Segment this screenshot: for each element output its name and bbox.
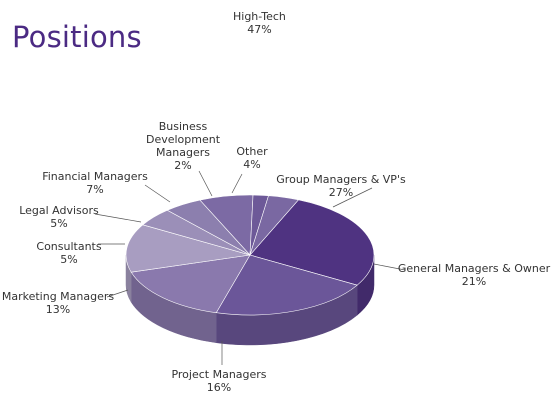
pie-top [125, 194, 375, 316]
slice-label-3: Marketing Managers 13% [2, 290, 115, 316]
high-tech-label: High-Tech 47% [233, 10, 286, 36]
pie-slice-1 [215, 254, 358, 316]
leader-line-7 [198, 170, 213, 197]
leader-line-6 [144, 184, 171, 203]
slice-label-8: Other 4% [236, 145, 268, 171]
leader-line-5 [94, 213, 142, 223]
slice-labels: Group Managers & VP's 27% General Managers… [2, 120, 551, 394]
high-tech-value: 47% [247, 23, 272, 36]
slice-label-2: Project Managers 16% [171, 368, 266, 394]
slice-label-0: Group Managers & VP's 27% [276, 173, 406, 199]
slice-label-1: General Managers & Owner 21% [398, 262, 551, 288]
high-tech-name: High-Tech [233, 10, 286, 23]
pie-slice-3 [125, 224, 251, 273]
page-title: Positions [12, 20, 142, 54]
slice-label-7: Business Development Managers 2% [146, 120, 221, 172]
slice-label-4: Consultants 5% [36, 240, 101, 266]
pie-slice-2 [130, 254, 251, 314]
leader-line-1 [373, 263, 406, 271]
pie-slice-8 [249, 195, 300, 256]
pie-slice-0 [249, 199, 375, 286]
leader-line-3 [106, 289, 129, 298]
slice-label-5: Legal Advisors 5% [19, 204, 99, 230]
leader-line-8 [231, 173, 243, 194]
slice-label-6: Financial Managers 7% [42, 170, 148, 196]
leader-line-0 [332, 187, 373, 208]
